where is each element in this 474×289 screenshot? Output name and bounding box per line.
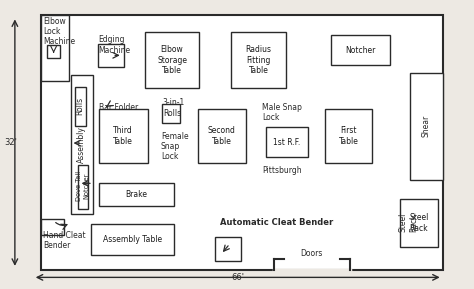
Text: 66': 66' (231, 273, 245, 282)
Text: Pittsburgh: Pittsburgh (262, 166, 301, 175)
Bar (41, 15, 443, 270)
Bar (145, 32, 199, 88)
Bar (98, 44, 124, 67)
Bar (75, 87, 86, 126)
Text: Steel
Rack: Steel Rack (398, 213, 418, 232)
Bar (41, 15, 69, 81)
Text: Assembly: Assembly (76, 126, 85, 163)
Text: Assembly Table: Assembly Table (103, 235, 163, 244)
Bar (325, 109, 372, 163)
Text: Dove Tail
Notcher: Dove Tail Notcher (76, 171, 90, 201)
Text: Elbow
Storage
Table: Elbow Storage Table (157, 45, 187, 75)
Text: Steel
Rack: Steel Rack (409, 213, 428, 233)
Bar (41, 219, 64, 235)
Bar (99, 109, 148, 163)
Bar (198, 109, 246, 163)
Bar (231, 32, 286, 88)
Text: Female
Snap
Lock: Female Snap Lock (161, 131, 189, 161)
Text: 32': 32' (4, 138, 17, 147)
Text: Rolls: Rolls (75, 97, 84, 115)
Text: Edging
Machine: Edging Machine (98, 35, 130, 55)
Text: Shear: Shear (421, 115, 430, 137)
Text: Bar Folder: Bar Folder (99, 103, 138, 112)
Text: 3-in-1
Rolls: 3-in-1 Rolls (163, 99, 185, 118)
Bar (78, 165, 88, 209)
Bar (99, 183, 174, 206)
Text: 1st R.F.: 1st R.F. (273, 138, 301, 147)
Text: First
Table: First Table (338, 126, 358, 146)
Text: Doors: Doors (301, 249, 323, 257)
Text: Second
Table: Second Table (208, 126, 236, 146)
Text: Hand Cleat
Bender: Hand Cleat Bender (43, 231, 86, 250)
Bar (400, 199, 438, 247)
Text: Notcher: Notcher (345, 46, 375, 55)
Text: Radius
Fitting
Table: Radius Fitting Table (246, 45, 272, 75)
Bar (410, 73, 443, 180)
Text: Automatic Cleat Bender: Automatic Cleat Bender (219, 218, 333, 227)
Bar (91, 224, 174, 255)
Bar (266, 127, 308, 158)
Text: Brake: Brake (125, 190, 147, 199)
Text: Third
Table: Third Table (113, 126, 133, 146)
Text: Male Snap
Lock: Male Snap Lock (262, 103, 302, 122)
Bar (215, 236, 241, 261)
Bar (47, 45, 60, 58)
Bar (330, 35, 390, 65)
Bar (162, 104, 180, 123)
Text: Elbow
Lock
Machine: Elbow Lock Machine (43, 16, 75, 46)
Bar (71, 75, 93, 214)
